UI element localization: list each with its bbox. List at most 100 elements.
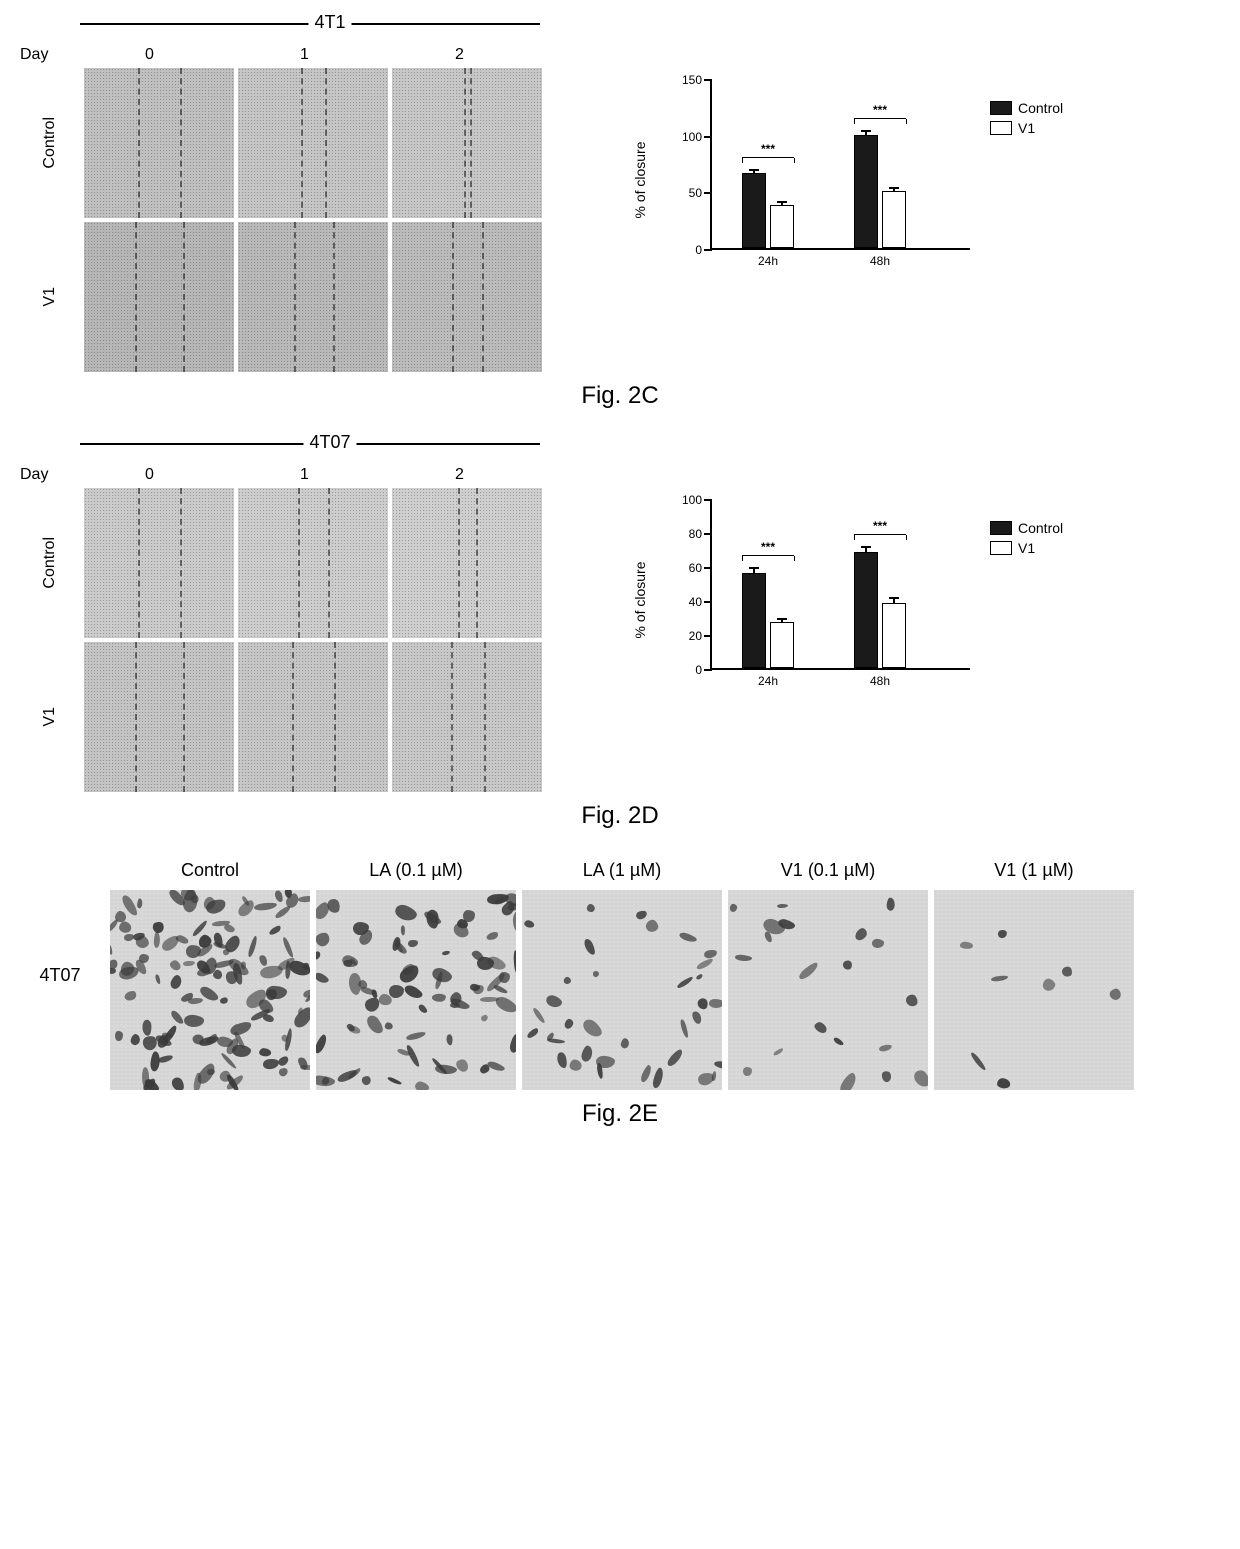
significance-cap [854, 535, 855, 540]
invasion-image [728, 890, 928, 1090]
scratch-boundary [183, 222, 185, 372]
row-label-v1: V1 [41, 287, 59, 307]
cell-blob [837, 1071, 859, 1090]
plot-area: 02040608010024h***48h*** [710, 500, 970, 670]
scratch-boundary [334, 642, 336, 792]
day-2: 2 [455, 46, 464, 64]
cell-blob [400, 926, 405, 936]
significance-cap [794, 556, 795, 561]
cell-blob [480, 1013, 489, 1022]
cell-blob [563, 976, 572, 985]
cell-blob [743, 1066, 752, 1075]
bar-control-24h [742, 573, 766, 668]
cell-blob [183, 1014, 204, 1028]
cell-blob [813, 1020, 829, 1035]
panel-e-row: 4T07 ControlLA (0.1 µM)LA (1 µM)V1 (0.1 … [20, 860, 1220, 1090]
cell-blob [680, 1019, 690, 1038]
significance-bracket [854, 118, 906, 119]
cell-blob [643, 918, 660, 935]
bar-control-48h [854, 135, 878, 248]
cell-blob [282, 936, 295, 958]
cell-blob [157, 1054, 173, 1063]
cell-blob [110, 943, 114, 955]
panel-e-col-label: V1 (1 µM) [994, 860, 1073, 884]
scratch-boundary [325, 68, 327, 218]
cell-blob [842, 960, 852, 971]
cell-blob [260, 964, 284, 979]
y-axis-label: % of closure [632, 141, 648, 218]
cell-blob [451, 920, 472, 941]
y-tick-label: 100 [682, 493, 712, 507]
error-cap [861, 546, 871, 548]
bar-control-48h [854, 552, 878, 668]
error-cap [861, 130, 871, 132]
cell-blob [268, 925, 282, 938]
cell-blob [991, 975, 1008, 982]
panel-e-column: Control [110, 860, 310, 1090]
micrograph-v1-day0 [84, 222, 234, 372]
cell-blob [493, 994, 516, 1015]
y-tick-label: 50 [689, 186, 712, 200]
panel-d-day-row: Day 0 1 2 [20, 466, 580, 488]
panel-e-column: V1 (1 µM) [934, 860, 1134, 1090]
cell-blob [513, 951, 516, 975]
cell-blob [697, 1072, 716, 1087]
plot-area: 05010015024h***48h*** [710, 80, 970, 250]
scratch-boundary [333, 222, 335, 372]
y-tick-label: 0 [695, 663, 712, 677]
cell-blob [212, 968, 224, 980]
x-category-label: 48h [870, 668, 890, 688]
cell-blob [408, 939, 419, 947]
cell-blob [833, 1036, 845, 1046]
cell-blob [170, 1076, 186, 1090]
micrograph-v1-day2 [392, 222, 542, 372]
significance-stars: *** [873, 519, 887, 533]
legend-swatch-v1 [990, 541, 1012, 555]
cell-blob [137, 898, 143, 908]
cell-blob [703, 949, 717, 959]
cell-blob [696, 973, 704, 980]
cell-blob [911, 1068, 928, 1090]
cell-blob [696, 997, 708, 1010]
cell-blob [678, 932, 697, 945]
cell-blob [277, 1054, 291, 1067]
scratch-boundary [135, 222, 137, 372]
panel-e-col-label: LA (1 µM) [583, 860, 661, 884]
cell-blob [526, 1027, 540, 1040]
cell-blob [879, 1043, 893, 1052]
cell-blob [880, 1070, 892, 1083]
cell-blob [316, 971, 330, 985]
cell-blob [274, 890, 284, 903]
cell-blob [546, 1038, 564, 1044]
significance-cap [854, 119, 855, 124]
significance-stars: *** [761, 540, 775, 554]
error-cap [889, 597, 899, 599]
error-cap [777, 618, 787, 620]
legend-label-v1: V1 [1018, 120, 1035, 136]
cell-blob [531, 1007, 545, 1024]
cell-blob [115, 1031, 123, 1042]
y-tick-label: 150 [682, 73, 712, 87]
day-0: 0 [145, 466, 154, 484]
cell-blob [871, 939, 884, 948]
scratch-boundary [138, 68, 140, 218]
significance-stars: *** [873, 103, 887, 117]
significance-cap [742, 158, 743, 163]
cell-blob [405, 1044, 421, 1068]
cell-blob [777, 903, 788, 907]
scratch-boundary [294, 222, 296, 372]
bar-control-24h [742, 173, 766, 248]
cell-blob [360, 1075, 372, 1087]
cell-blob [969, 1051, 987, 1072]
panel-d-micrographs: 4T07 Day 0 1 2 ControlV1 [20, 440, 580, 792]
panel-c-grid: ControlV1 [20, 68, 580, 372]
cell-blob [996, 1078, 1010, 1089]
cell-blob [735, 955, 753, 963]
cell-blob [432, 993, 446, 1002]
cell-blob [773, 1047, 784, 1056]
legend-row-control: Control [990, 520, 1063, 536]
cell-blob [219, 997, 228, 1006]
cell-blob [446, 1035, 452, 1047]
cell-blob [223, 923, 236, 934]
micrograph-control-day0 [84, 68, 234, 218]
